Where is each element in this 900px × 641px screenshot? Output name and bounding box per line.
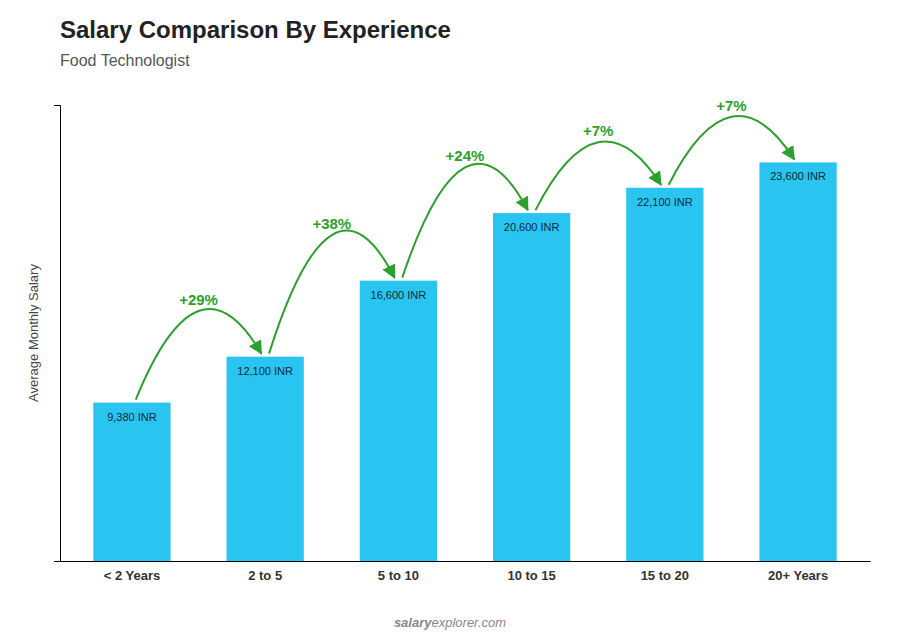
bars <box>93 162 836 561</box>
data-label: 20,600 INR <box>504 221 560 233</box>
x-tick-label: 10 to 15 <box>507 568 555 583</box>
x-tick: 10 to 15 <box>507 568 555 583</box>
arrow <box>535 141 660 210</box>
arrow <box>402 164 527 278</box>
data-label: 23,600 INR <box>770 170 826 182</box>
data-label: 22,100 INR <box>637 196 693 208</box>
x-axis-line <box>61 561 871 562</box>
annotation: +24% <box>446 147 485 164</box>
bar <box>759 162 836 561</box>
annotation: +38% <box>312 215 351 232</box>
watermark-part: salary <box>394 615 432 630</box>
y-axis <box>54 106 61 562</box>
annotations: +29% +38% +24% +7% +7% <box>136 97 794 400</box>
data-label: 12,100 INR <box>237 365 293 377</box>
bar <box>493 213 570 561</box>
x-tick-label: 5 to 10 <box>378 568 419 583</box>
annotation: +7% <box>583 122 613 139</box>
y-axis-line <box>54 106 61 562</box>
x-tick: 15 to 20 <box>641 568 689 583</box>
data-labels: 9,380 INR 12,100 INR 16,600 INR 20,600 INR 2… <box>107 170 826 422</box>
annotation: +29% <box>179 291 218 308</box>
plot: < 2 Years 2 to 5 5 to 10 10 to 15 15 to 20 20… <box>54 97 871 583</box>
annotation: +7% <box>716 97 746 114</box>
x-tick-label: 15 to 20 <box>641 568 689 583</box>
x-tick-label: 2 to 5 <box>248 568 282 583</box>
data-label: 9,380 INR <box>107 411 157 423</box>
watermark-part: explorer.com <box>431 615 506 630</box>
watermark: salaryexplorer.com <box>394 615 506 630</box>
bar <box>227 357 304 561</box>
x-axis: < 2 Years 2 to 5 5 to 10 10 to 15 15 to 20 20… <box>61 562 871 584</box>
arrow <box>269 231 394 354</box>
x-tick: 20+ Years <box>768 568 828 583</box>
x-tick-label: 20+ Years <box>768 568 828 583</box>
data-label: 16,600 INR <box>371 289 427 301</box>
bar <box>626 188 703 561</box>
arrow <box>669 116 794 185</box>
y-axis-title: Average Monthly Salary <box>26 264 41 402</box>
subtitle: Food Technologist <box>60 52 190 69</box>
bar <box>93 403 170 561</box>
title: Salary Comparison By Experience <box>60 16 451 43</box>
arrow <box>136 309 261 400</box>
chart: Salary Comparison By Experience Food Tech… <box>0 0 900 641</box>
x-tick: < 2 Years <box>104 568 161 583</box>
x-tick-label: < 2 Years <box>104 568 161 583</box>
x-tick: 2 to 5 <box>248 568 282 583</box>
bar <box>360 281 437 561</box>
x-tick: 5 to 10 <box>378 568 419 583</box>
